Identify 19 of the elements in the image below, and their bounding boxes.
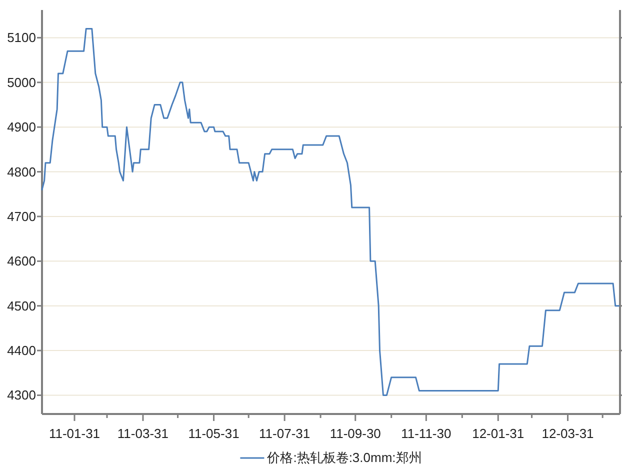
y-tick-label: 5100 — [7, 30, 36, 46]
y-tick-label: 4300 — [7, 388, 36, 403]
x-tick-label: 11-11-30 — [401, 426, 452, 441]
line-series — [41, 28, 620, 396]
x-tick-label: 12-01-31 — [472, 426, 524, 441]
y-tick-label: 4900 — [7, 120, 36, 135]
x-tick-label: 11-05-31 — [188, 426, 240, 441]
y-tick-label: 4800 — [7, 164, 36, 180]
x-tick-label: 11-03-31 — [117, 426, 169, 441]
y-tick-label: 4500 — [7, 298, 36, 314]
x-tick-label: 11-09-30 — [330, 426, 381, 441]
y-tick-label: 5000 — [7, 74, 36, 90]
legend-label: 价格:热轧板卷:3.0mm:郑州 — [266, 450, 422, 465]
x-tick-label: 12-03-31 — [542, 426, 594, 441]
x-tick-label: 11-07-31 — [259, 426, 310, 441]
y-tick-label: 4700 — [7, 208, 36, 224]
y-tick-label: 4600 — [7, 254, 36, 269]
y-tick-label: 4400 — [7, 343, 36, 358]
x-tick-label: 11-01-31 — [48, 426, 100, 441]
